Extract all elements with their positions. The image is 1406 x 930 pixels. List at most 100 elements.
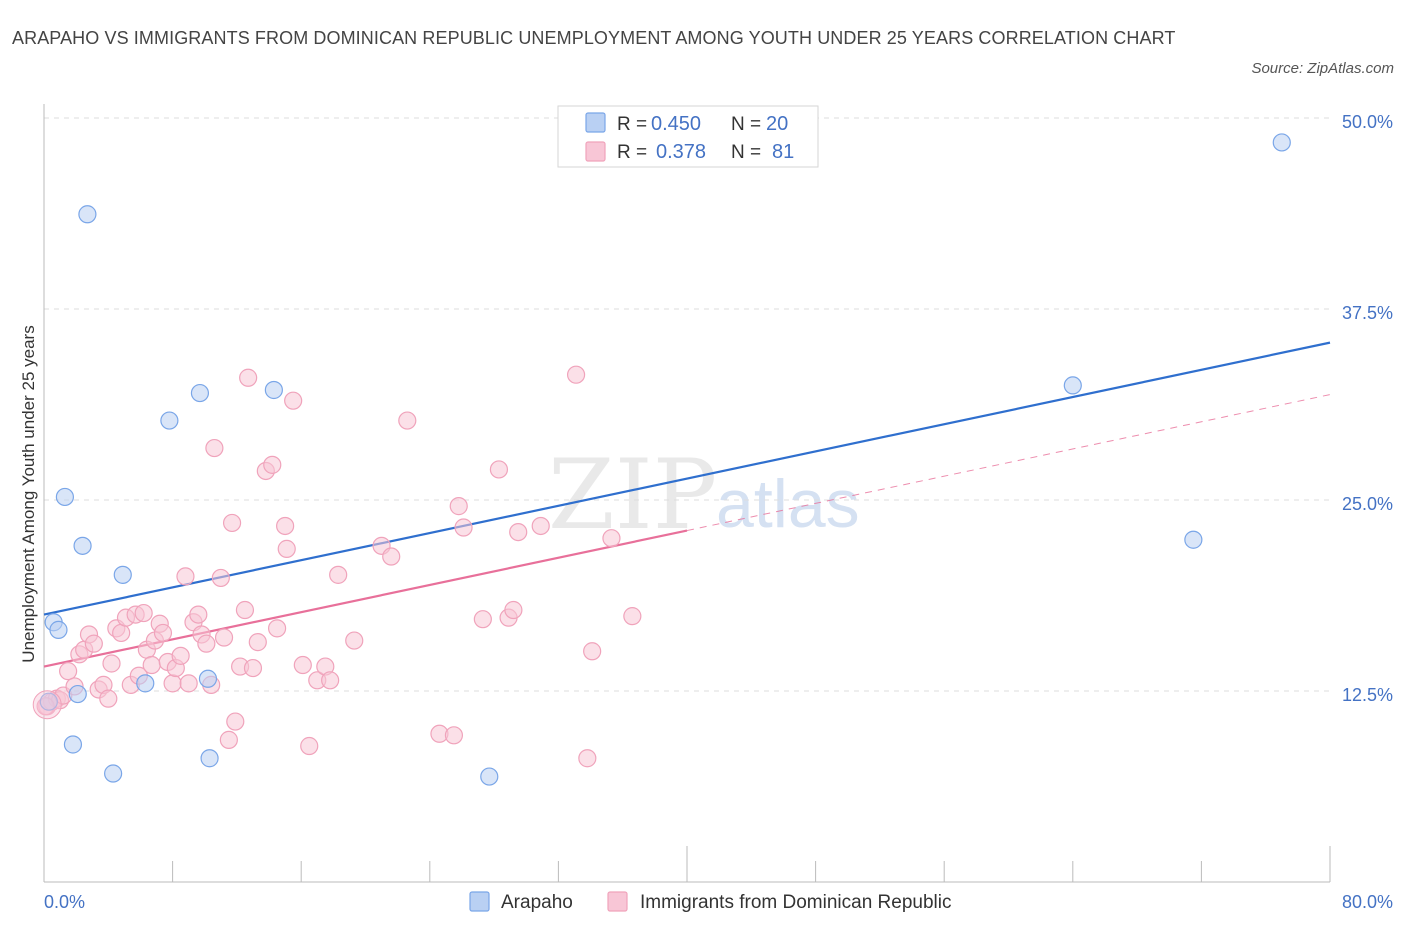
legend-n-value-1: 20	[766, 113, 788, 135]
gridlines	[44, 117, 1330, 692]
dominican-point-53	[277, 539, 296, 558]
dominican-point-51	[267, 619, 287, 638]
dominican-point-66	[444, 726, 464, 745]
watermark-atlas: atlas	[716, 466, 860, 542]
dominican-point-13	[99, 689, 118, 708]
arapaho-point-19	[1272, 133, 1291, 152]
legend-n-value-2: 81	[772, 141, 794, 163]
source-label: Source: ZipAtlas.com	[1251, 60, 1394, 77]
dominican-point-10	[84, 634, 103, 653]
arapaho-point-13	[198, 669, 218, 688]
arapaho-point-17	[1063, 376, 1082, 395]
dominican-point-31	[176, 567, 195, 586]
legend-r-label-2: R =	[617, 142, 647, 163]
dominican-point-56	[300, 736, 319, 756]
dominican-point-70	[489, 460, 509, 479]
y-tick-label-3: 50.0%	[1342, 112, 1393, 132]
arapaho-point-6	[73, 536, 92, 555]
dominican-point-21	[134, 603, 153, 623]
arapaho-point-0	[39, 692, 58, 711]
series-legend: Arapaho Immigrants from Dominican Republ…	[469, 891, 952, 913]
legend-n-label-1: N =	[731, 114, 761, 135]
data-points	[32, 133, 1291, 786]
bottom-legend-label-dominican: Immigrants from Dominican Republic	[640, 892, 952, 913]
dominican-point-5	[59, 662, 78, 681]
correlation-legend: R = 0.450 N = 20 R = 0.378 N = 81	[557, 105, 819, 168]
dominican-point-28	[163, 674, 182, 693]
dominican-point-63	[382, 547, 401, 566]
dominican-point-79	[623, 607, 642, 626]
arapaho-point-2	[49, 620, 68, 639]
dominican-point-45	[235, 600, 255, 620]
y-tick-labels: 12.5% 25.0% 37.5% 50.0%	[1342, 112, 1393, 705]
bottom-legend-swatch-dominican	[607, 891, 628, 912]
arapaho-trend-line	[43, 341, 1331, 616]
dominican-point-75	[566, 365, 586, 384]
arapaho-point-12	[190, 383, 210, 403]
arapaho-point-5	[68, 684, 87, 704]
dominican-point-74	[531, 516, 550, 536]
y-tick-label-0: 12.5%	[1342, 685, 1393, 705]
bottom-legend-swatch-arapaho	[469, 891, 490, 912]
dominican-cluster-point	[32, 690, 62, 720]
dominican-point-69	[473, 610, 492, 629]
legend-r-value-2: 0.378	[656, 141, 706, 163]
arapaho-point-3	[55, 487, 74, 507]
arapaho-point-16	[480, 767, 499, 786]
dominican-point-59	[321, 671, 340, 690]
dominican-point-76	[578, 749, 597, 768]
arapaho-point-11	[160, 411, 179, 430]
arapaho-point-14	[200, 749, 219, 768]
dominican-point-47	[243, 658, 263, 678]
dominican-point-39	[211, 568, 230, 588]
dominican-point-41	[219, 730, 238, 749]
dominican-point-40	[214, 628, 234, 647]
dominican-point-48	[248, 633, 267, 652]
dominican-point-52	[276, 516, 295, 536]
y-tick-label-1: 25.0%	[1342, 494, 1393, 514]
arapaho-point-4	[63, 735, 83, 754]
dominican-point-38	[205, 438, 224, 458]
x-tick-labels: 0.0% 80.0%	[44, 892, 1393, 912]
chart-title: ARAPAHO VS IMMIGRANTS FROM DOMINICAN REP…	[12, 28, 1176, 48]
arapaho-point-15	[264, 380, 283, 400]
dominican-point-73	[509, 522, 528, 542]
legend-swatch-dominican	[585, 141, 606, 162]
arapaho-point-18	[1184, 530, 1203, 549]
legend-swatch-arapaho	[585, 112, 606, 133]
dominican-point-55	[293, 655, 312, 675]
y-tick-label-2: 37.5%	[1342, 303, 1393, 323]
dominican-point-46	[239, 368, 258, 387]
legend-n-label-2: N =	[731, 142, 761, 163]
dominican-point-68	[454, 518, 473, 537]
dominican-point-26	[153, 623, 173, 643]
dominican-point-61	[345, 631, 364, 650]
y-axis-title: Unemployment Among Youth under 25 years	[19, 325, 38, 662]
dominican-point-14	[102, 654, 121, 673]
dominican-point-72	[504, 600, 523, 620]
dominican-point-50	[263, 455, 282, 474]
dominican-point-60	[329, 565, 348, 584]
x-tick-label-0: 0.0%	[44, 892, 85, 912]
dominican-point-64	[398, 411, 417, 430]
dominican-point-34	[189, 605, 208, 624]
axes	[43, 104, 1331, 883]
legend-r-label-1: R =	[617, 114, 647, 135]
dominican-point-16	[112, 623, 131, 643]
arapaho-point-10	[136, 674, 155, 693]
dominican-point-77	[583, 642, 602, 661]
arapaho-point-8	[104, 764, 123, 783]
dominican-point-36	[197, 634, 216, 653]
arapaho-point-7	[78, 205, 97, 224]
legend-r-value-1: 0.450	[651, 113, 701, 135]
dominican-point-54	[284, 391, 303, 410]
bottom-legend-label-arapaho: Arapaho	[501, 892, 573, 913]
arapaho-point-9	[113, 565, 132, 584]
dominican-point-32	[179, 674, 198, 693]
dominican-point-30	[171, 646, 190, 665]
dominican-trend-extension	[686, 394, 1331, 532]
x-tick-label-1: 80.0%	[1342, 892, 1393, 912]
dominican-point-43	[226, 712, 245, 731]
dominican-point-67	[449, 497, 468, 516]
